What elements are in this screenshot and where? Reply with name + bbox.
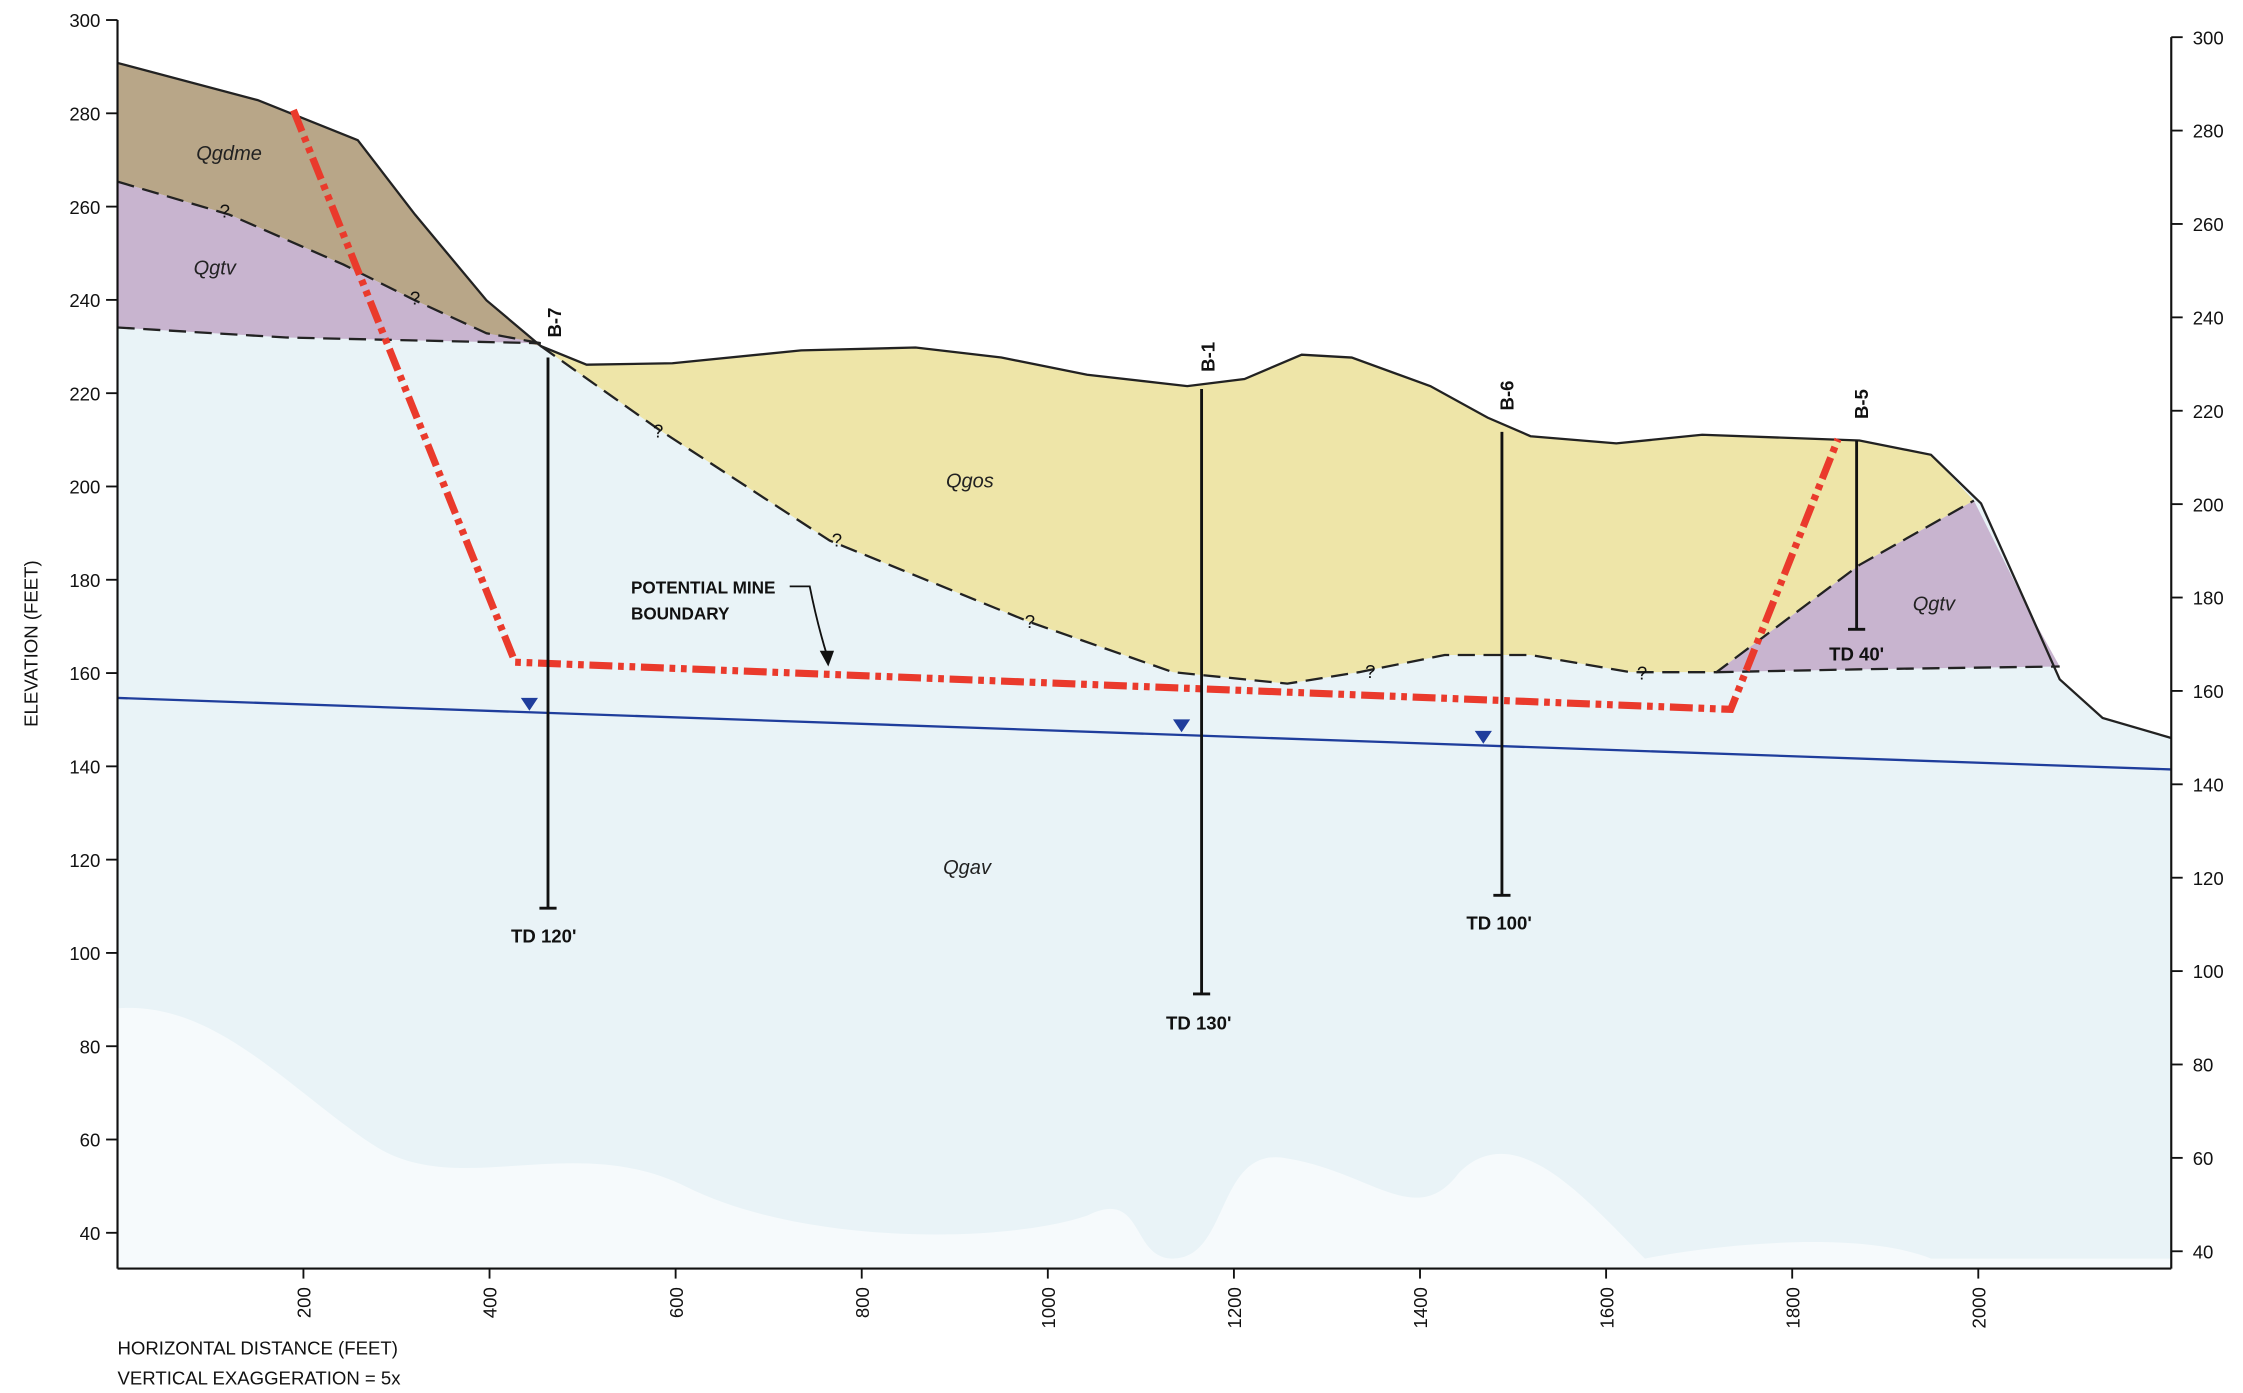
y-tick-label: 260 <box>69 197 100 218</box>
unit-qgos <box>540 346 1974 684</box>
y-tick-label: 160 <box>69 663 100 684</box>
boring-depth: TD 100' <box>1466 913 1531 934</box>
x-tick-label: 2000 <box>1968 1287 1989 1328</box>
y-tick-label: 280 <box>69 103 100 124</box>
y-tick-label: 200 <box>69 477 100 498</box>
borings <box>539 357 1866 996</box>
y-tick-label: 80 <box>80 1036 101 1057</box>
uncertain-mark: ? <box>410 288 420 309</box>
x-axis-title: HORIZONTAL DISTANCE (FEET) <box>118 1337 398 1358</box>
y2-tick-label: 200 <box>2193 494 2224 515</box>
unit-label: Qgdme <box>196 143 262 165</box>
unit-qgtv-left <box>117 181 541 344</box>
x-tick-label: 1000 <box>1038 1287 1059 1328</box>
y-tick-label: 40 <box>80 1223 101 1244</box>
mine-boundary <box>290 108 1842 714</box>
y2-tick-label: 80 <box>2193 1055 2214 1076</box>
y2-tick-label: 60 <box>2193 1148 2214 1169</box>
boring-depth: TD 130' <box>1166 1013 1231 1034</box>
uncertain-mark: ? <box>1365 661 1375 682</box>
lower-pale-region <box>117 1007 2172 1269</box>
x-tick-label: 200 <box>294 1287 315 1318</box>
ticks: 300 280 260 240 220 200 180 160 140 120 100 80 60 40 3… <box>69 10 2223 1328</box>
y2-tick-label: 120 <box>2193 868 2224 889</box>
annotation-arrowhead <box>819 650 835 667</box>
y-tick-label: 180 <box>69 570 100 591</box>
x-tick-label: 1600 <box>1596 1287 1617 1328</box>
y2-tick-label: 280 <box>2193 121 2224 142</box>
annotation-line: POTENTIAL MINE <box>631 578 776 598</box>
x-tick-label: 600 <box>666 1287 687 1318</box>
uncertain-mark: ? <box>653 421 663 442</box>
x-tick-label: 1200 <box>1224 1287 1245 1328</box>
y2-tick-label: 300 <box>2193 27 2224 48</box>
frame <box>116 20 2173 1270</box>
boring-name: B-6 <box>1496 381 1517 411</box>
unit-qgtv-right <box>1716 500 2060 673</box>
unit-label: Qgtv <box>1913 594 1956 616</box>
water-level-markers <box>520 697 1492 744</box>
y-axis-title: ELEVATION (FEET) <box>20 560 41 727</box>
x-tick-label: 1400 <box>1410 1287 1431 1328</box>
y2-tick-label: 220 <box>2193 401 2224 422</box>
y-tick-label: 220 <box>69 383 100 404</box>
y-tick-label: 60 <box>80 1130 101 1151</box>
y2-tick-label: 40 <box>2193 1241 2214 1262</box>
uncertain-mark: ? <box>1637 662 1647 683</box>
y-tick-label: 120 <box>69 850 100 871</box>
annotation-line: BOUNDARY <box>631 603 730 623</box>
boring-depth: TD 40' <box>1829 644 1884 665</box>
unit-label: Qgav <box>943 857 992 879</box>
uncertain-mark: ? <box>1025 611 1035 632</box>
unit-label: Qgtv <box>194 258 237 280</box>
y-tick-label: 140 <box>69 757 100 778</box>
y2-tick-label: 160 <box>2193 681 2224 702</box>
y2-tick-label: 180 <box>2193 588 2224 609</box>
unit-label: Qgos <box>946 471 994 493</box>
y-tick-label: 100 <box>69 943 100 964</box>
y2-tick-label: 100 <box>2193 961 2224 982</box>
x-tick-label: 800 <box>852 1287 873 1318</box>
y-tick-label: 240 <box>69 290 100 311</box>
boring-depth: TD 120' <box>511 925 576 946</box>
y2-tick-label: 240 <box>2193 308 2224 329</box>
x-axis-note: VERTICAL EXAGGERATION = 5x <box>118 1367 402 1388</box>
uncertain-mark: ? <box>220 200 230 221</box>
boring-name: B-7 <box>544 308 565 338</box>
boring-name: B-5 <box>1851 389 1872 419</box>
water-table <box>117 696 2172 771</box>
y2-tick-label: 140 <box>2193 774 2224 795</box>
ground-surface <box>117 61 2172 740</box>
y-tick-label: 300 <box>69 10 100 31</box>
unit-qgdme <box>117 62 541 347</box>
x-tick-label: 1800 <box>1782 1287 1803 1328</box>
contacts <box>117 180 2060 685</box>
uncertain-mark: ? <box>832 529 842 550</box>
boring-name: B-1 <box>1197 342 1218 372</box>
annotation-arrow <box>789 585 828 656</box>
y2-tick-label: 260 <box>2193 214 2224 235</box>
x-tick-label: 400 <box>480 1287 501 1318</box>
